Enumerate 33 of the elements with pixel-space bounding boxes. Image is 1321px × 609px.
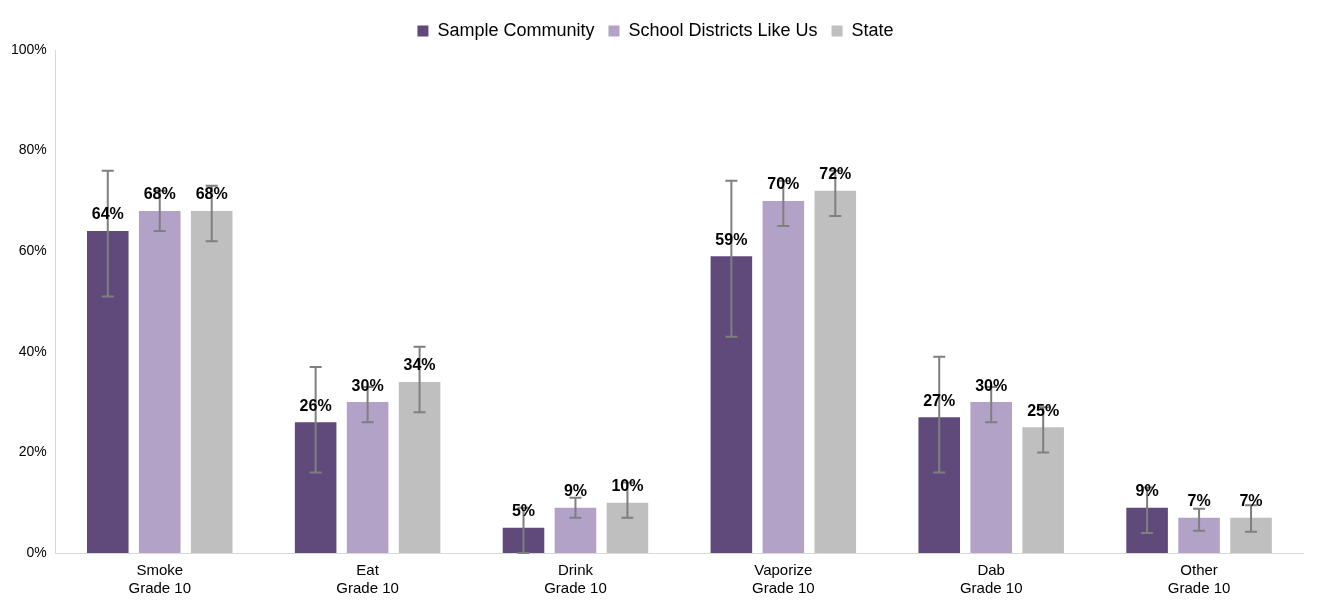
y-tick-label: 100% [10, 40, 47, 57]
data-label: 59% [715, 230, 748, 248]
x-tick-label: Other Grade 10 [1167, 561, 1231, 597]
data-label: 7% [1187, 492, 1211, 510]
data-label: 68% [143, 185, 176, 203]
data-label: 27% [923, 391, 956, 409]
data-label: 68% [195, 185, 228, 203]
legend-label: School Districts Like Us [628, 19, 818, 40]
legend-label: State [851, 19, 894, 40]
data-label: 34% [403, 356, 436, 374]
data-label: 25% [1027, 401, 1060, 419]
y-tick-label: 20% [18, 443, 47, 460]
data-label: 64% [91, 205, 124, 223]
data-label: 72% [819, 165, 852, 183]
x-tick-label: Vaporize Grade 10 [752, 561, 815, 597]
y-tick-label: 0% [26, 543, 47, 560]
x-tick-label: Smoke Grade 10 [128, 561, 192, 597]
data-label: 30% [975, 376, 1008, 394]
data-label: 9% [563, 482, 588, 500]
x-tick-label: Eat Grade 10 [336, 561, 399, 597]
data-label: 7% [1239, 492, 1263, 510]
data-label: 70% [767, 175, 800, 193]
x-tick-label: Dab Grade 10 [959, 561, 1023, 597]
data-label: 26% [299, 396, 332, 414]
data-label: 30% [351, 376, 384, 394]
data-label: 10% [611, 477, 644, 495]
y-tick-label: 60% [18, 242, 47, 259]
legend-label: Sample Community [437, 19, 595, 40]
data-label: 9% [1135, 482, 1159, 500]
x-tick-label: Drink Grade 10 [544, 561, 607, 597]
y-tick-label: 80% [18, 141, 47, 158]
y-tick-label: 40% [18, 342, 47, 359]
data-label: 5% [511, 502, 536, 520]
